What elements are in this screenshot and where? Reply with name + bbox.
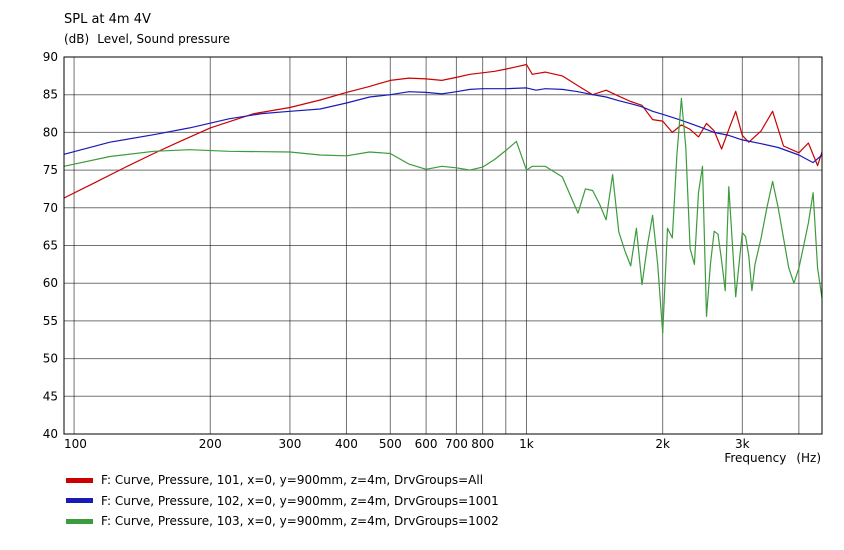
y-tick-label: 90 (43, 50, 58, 64)
y-tick-label: 45 (43, 389, 58, 403)
y-axis-label-text: Level, Sound pressure (97, 32, 230, 46)
series-lines (63, 63, 823, 334)
legend-label: F: Curve, Pressure, 103, x=0, y=900mm, z… (101, 514, 499, 529)
y-axis-unit: (dB) (64, 32, 90, 46)
x-tick-label: 500 (379, 437, 402, 451)
legend-swatch-green (66, 518, 93, 524)
y-tick-labels: 40 45 50 55 60 65 70 75 80 85 90 (43, 50, 58, 441)
x-axis-label-text: Frequency (724, 451, 787, 465)
y-tick-label: 85 (43, 88, 58, 102)
legend-swatch-blue (66, 498, 93, 504)
series-line-3 (63, 97, 823, 334)
x-tick-label: 2k (655, 437, 670, 451)
chart-title: SPL at 4m 4V (64, 12, 151, 27)
y-tick-label: 65 (43, 239, 58, 253)
plot-frame (63, 56, 823, 435)
y-tick-label: 60 (43, 276, 58, 290)
x-tick-label: 200 (199, 437, 222, 451)
x-tick-label: 3k (735, 437, 750, 451)
x-tick-label: 1k (519, 437, 534, 451)
grid-lines (64, 56, 822, 435)
series-line-1 (63, 63, 823, 199)
x-tick-label: 400 (335, 437, 358, 451)
x-tick-label: 300 (278, 437, 301, 451)
plot-border (63, 56, 823, 435)
x-axis-label: Frequency (Hz) (724, 451, 821, 465)
legend: F: Curve, Pressure, 101, x=0, y=900mm, z… (66, 470, 499, 532)
y-tick-label: 50 (43, 352, 58, 366)
x-tick-label: 700 (445, 437, 468, 451)
y-axis-label: (dB) Level, Sound pressure (64, 32, 230, 46)
legend-item-101: F: Curve, Pressure, 101, x=0, y=900mm, z… (66, 470, 499, 491)
series-line-2 (63, 87, 823, 164)
legend-item-102: F: Curve, Pressure, 102, x=0, y=900mm, z… (66, 491, 499, 512)
y-tick-label: 40 (43, 427, 58, 441)
x-tick-label: 100 (64, 437, 87, 451)
legend-label: F: Curve, Pressure, 101, x=0, y=900mm, z… (101, 473, 484, 488)
y-tick-label: 70 (43, 201, 58, 215)
legend-label: F: Curve, Pressure, 102, x=0, y=900mm, z… (101, 493, 499, 508)
x-tick-label: 800 (471, 437, 494, 451)
x-tick-labels: 100 200 300 400 500 600 700 800 1k 2k 3k (64, 437, 750, 451)
x-tick-label: 600 (415, 437, 438, 451)
y-tick-label: 75 (43, 163, 58, 177)
x-axis-unit: (Hz) (796, 451, 821, 465)
y-tick-label: 80 (43, 125, 58, 139)
y-tick-label: 55 (43, 314, 58, 328)
legend-item-103: F: Curve, Pressure, 103, x=0, y=900mm, z… (66, 511, 499, 532)
legend-swatch-red (66, 477, 93, 483)
